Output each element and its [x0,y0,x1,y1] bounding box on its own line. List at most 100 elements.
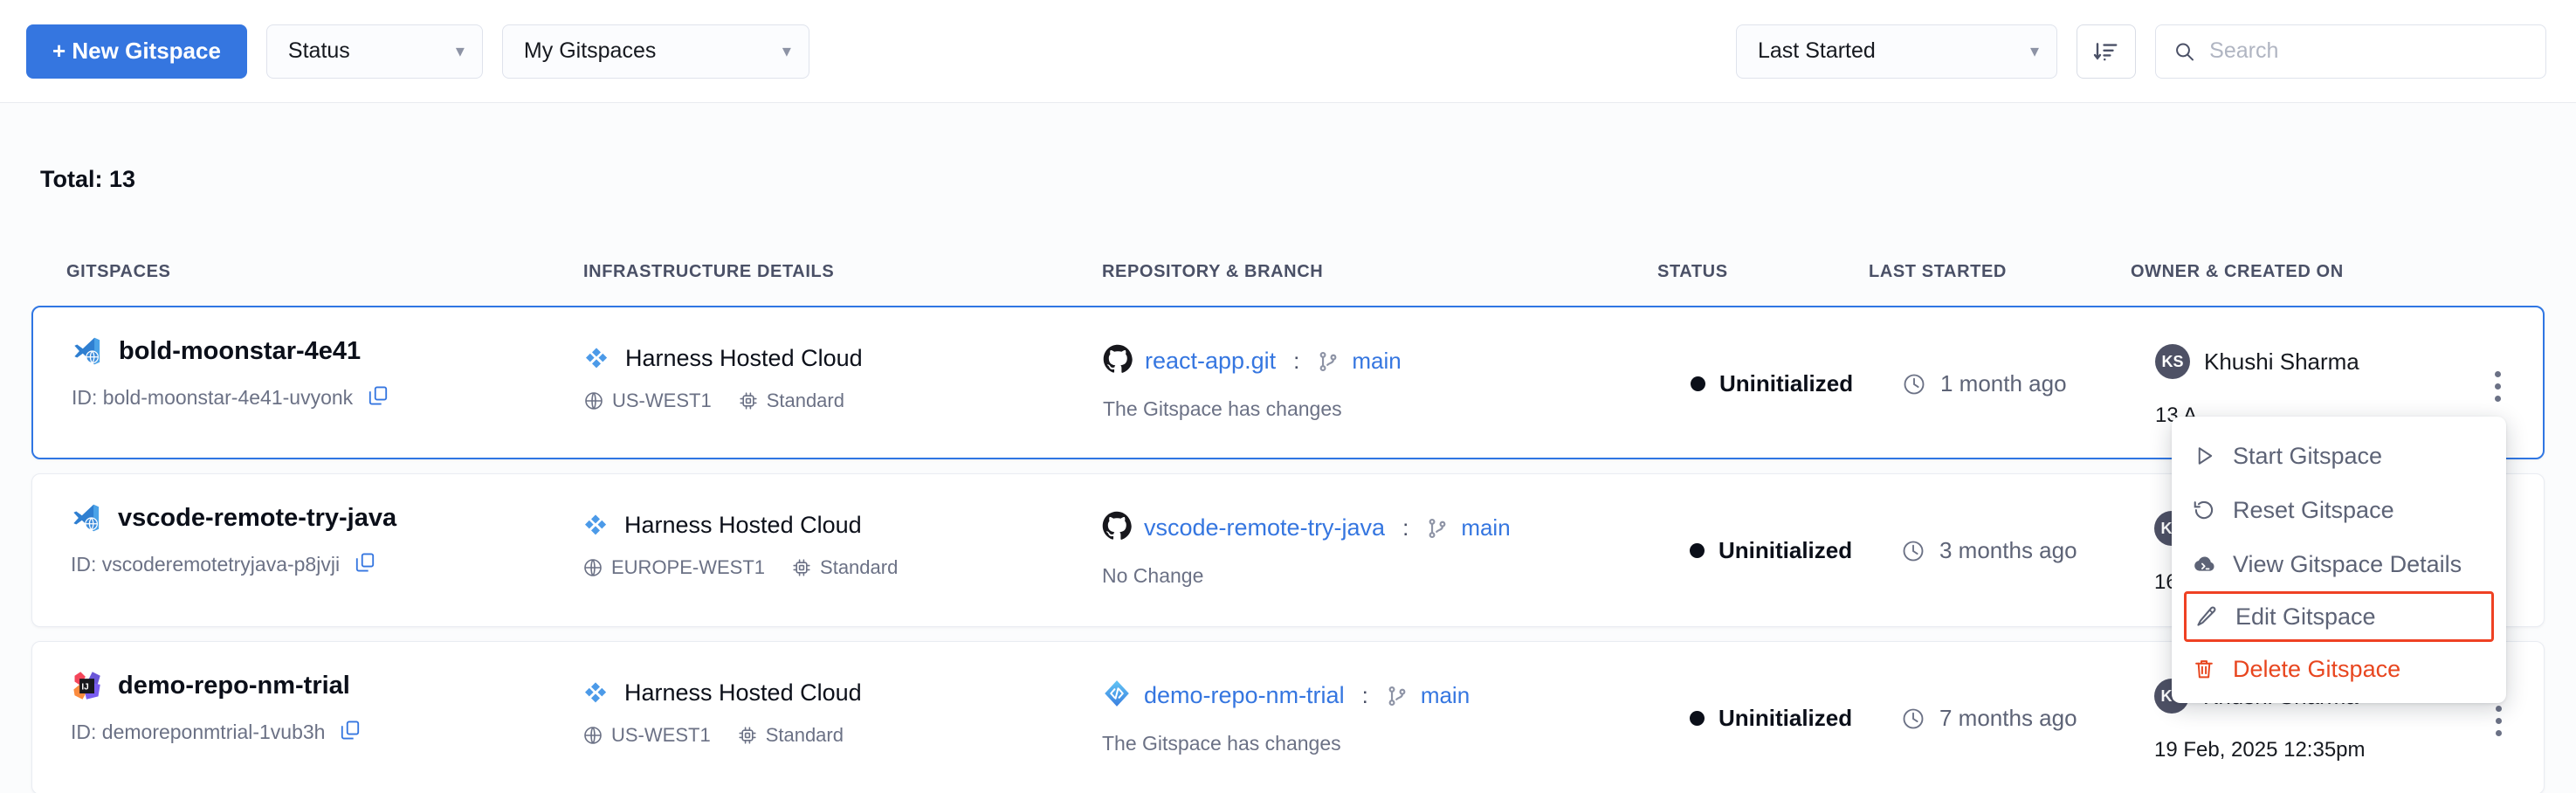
column-header-last-started: LAST STARTED [1869,262,2007,281]
copy-id-button[interactable] [354,551,376,578]
repository-cell: react-app.git: main The Gitspace has chang… [1103,344,1402,421]
repository-link[interactable]: vscode-remote-try-java [1144,514,1386,541]
github-icon [1103,344,1133,373]
owner-line: KS Khushi Sharma [2155,344,2359,379]
last-started-line: 1 month ago [1902,370,2067,397]
menu-item-view-gitspace-details[interactable]: View Gitspace Details [2172,537,2506,591]
chevron-down-icon: ▾ [782,41,791,61]
reset-icon [2194,500,2214,520]
table-row[interactable]: vscode-remote-try-java ID: vscoderemotetr… [31,473,2545,627]
toolbar-left-group: + New Gitspace Status ▾ My Gitspaces ▾ [0,24,809,79]
menu-item-reset-gitspace[interactable]: Reset Gitspace [2172,483,2506,537]
machine-group: Standard [738,390,844,412]
gitspace-name[interactable]: vscode-remote-try-java [118,503,397,532]
copy-id-button[interactable] [339,719,362,746]
repository-link[interactable]: react-app.git [1145,348,1277,374]
region-group: EUROPE-WEST1 [582,556,765,579]
gitspace-name-cell: vscode-remote-try-java ID: vscoderemotetr… [71,502,396,578]
search-icon [2176,43,2194,60]
branch-link[interactable]: main [1420,682,1471,708]
status-dot-icon [1690,543,1705,558]
gitspace-id-line: ID: demoreponmtrial-1vub3h [71,719,362,746]
more-vertical-icon [2495,717,2502,724]
vscode-web-icon [73,504,100,532]
harness-icon [586,348,608,369]
row-actions-button[interactable] [2481,701,2516,740]
infrastructure-title: Harness Hosted Cloud [582,511,912,539]
search-box[interactable] [2155,24,2546,79]
status-badge: Uninitialized [1691,370,1853,397]
svg-text:IJ: IJ [81,683,88,693]
new-gitspace-button[interactable]: + New Gitspace [26,24,247,79]
branch-link[interactable]: main [1352,348,1402,374]
more-vertical-icon [2494,370,2501,377]
table-row[interactable]: IJ demo-repo-nm-trial ID: demoreponmtrial-… [31,641,2545,793]
column-header-status: STATUS [1657,262,1728,281]
column-header-gitspaces: GITSPACES [66,262,171,281]
row-actions-context-menu[interactable]: Start Gitspace Reset Gitspace View Gitspac… [2172,417,2506,703]
status-badge: Uninitialized [1690,705,1852,732]
status-filter-dropdown[interactable]: Status ▾ [265,24,483,79]
status-filter-label: Status [287,38,350,63]
copy-id-button[interactable] [367,384,389,411]
status-dot-icon [1691,376,1705,391]
clock-icon [1904,374,1925,394]
row-actions-button[interactable] [2480,367,2515,405]
last-started-label: 7 months ago [1939,705,2077,731]
pencil-icon-wrap [2194,604,2220,629]
menu-item-label: Start Gitspace [2233,442,2383,469]
menu-item-start-gitspace[interactable]: Start Gitspace [2172,429,2506,483]
repo-provider-icon-wrap [1102,679,1132,713]
toolbar-right-group: Last Started ▾ [1736,24,2576,79]
scope-filter-label: My Gitspaces [523,38,657,63]
cloud-terminal-icon-wrap [2191,552,2217,576]
repo-branch-separator: : [1361,682,1368,708]
more-vertical-icon [2495,729,2502,736]
sort-direction-button[interactable] [2077,24,2136,79]
menu-item-edit-gitspace[interactable]: Edit Gitspace [2184,591,2494,642]
repository-link[interactable]: demo-repo-nm-trial [1144,682,1345,708]
last-started-cell: 3 months ago [1901,537,2077,564]
status-label: Uninitialized [1719,370,1854,396]
menu-item-label: Edit Gitspace [2235,603,2376,630]
cpu-icon [739,727,756,744]
repository-change-status: No Change [1102,564,1204,587]
gitspace-id: ID: vscoderemotetryjava-p8jvji [71,553,341,576]
machine-group: Standard [791,556,898,579]
search-input[interactable] [2209,38,2528,64]
cpu-icon [793,559,810,576]
gitspace-id: ID: demoreponmtrial-1vub3h [71,721,326,743]
owner-cell: KS Khushi Sharma 13 A [2155,344,2359,428]
status-cell: Uninitialized [1691,370,1853,397]
region-label: US-WEST1 [612,390,712,411]
globe-icon [584,559,602,576]
column-header-owner: OWNER & CREATED ON [2131,262,2344,281]
repository-line: demo-repo-nm-trial: main [1102,679,1470,713]
more-vertical-icon [2495,705,2502,712]
region-label: EUROPE-WEST1 [611,556,766,578]
repo-provider-icon-wrap [1102,511,1132,545]
gitspace-name-cell: bold-moonstar-4e41 ID: bold-moonstar-4e41… [72,335,389,411]
intellij-idea-icon: IJ [73,672,100,700]
menu-item-delete-gitspace[interactable]: Delete Gitspace [2172,642,2506,696]
infrastructure-name: Harness Hosted Cloud [624,679,862,706]
gitspace-name[interactable]: demo-repo-nm-trial [118,671,350,700]
menu-item-label: Reset Gitspace [2233,496,2394,523]
repository-change-status: The Gitspace has changes [1102,732,1341,755]
cpu-icon [740,392,757,410]
avatar: KS [2155,344,2190,379]
gitspace-name[interactable]: bold-moonstar-4e41 [119,336,362,365]
chevron-down-icon: ▾ [455,41,465,61]
column-header-repository: REPOSITORY & BRANCH [1102,262,1324,281]
table-row[interactable]: bold-moonstar-4e41 ID: bold-moonstar-4e41… [31,306,2545,459]
gitspace-name-line: vscode-remote-try-java [71,502,396,534]
table-column-headers: GITSPACES INFRASTRUCTURE DETAILS REPOSIT… [0,262,2576,285]
branch-link[interactable]: main [1461,514,1511,541]
last-started-line: 7 months ago [1901,705,2077,732]
sort-by-dropdown[interactable]: Last Started ▾ [1736,24,2057,79]
github-icon [1102,511,1132,540]
infrastructure-details: US-WEST1 Standard [583,390,863,412]
scope-filter-dropdown[interactable]: My Gitspaces ▾ [501,24,809,79]
sort-by-label: Last Started [1758,38,1876,63]
play-icon-wrap [2191,444,2217,468]
